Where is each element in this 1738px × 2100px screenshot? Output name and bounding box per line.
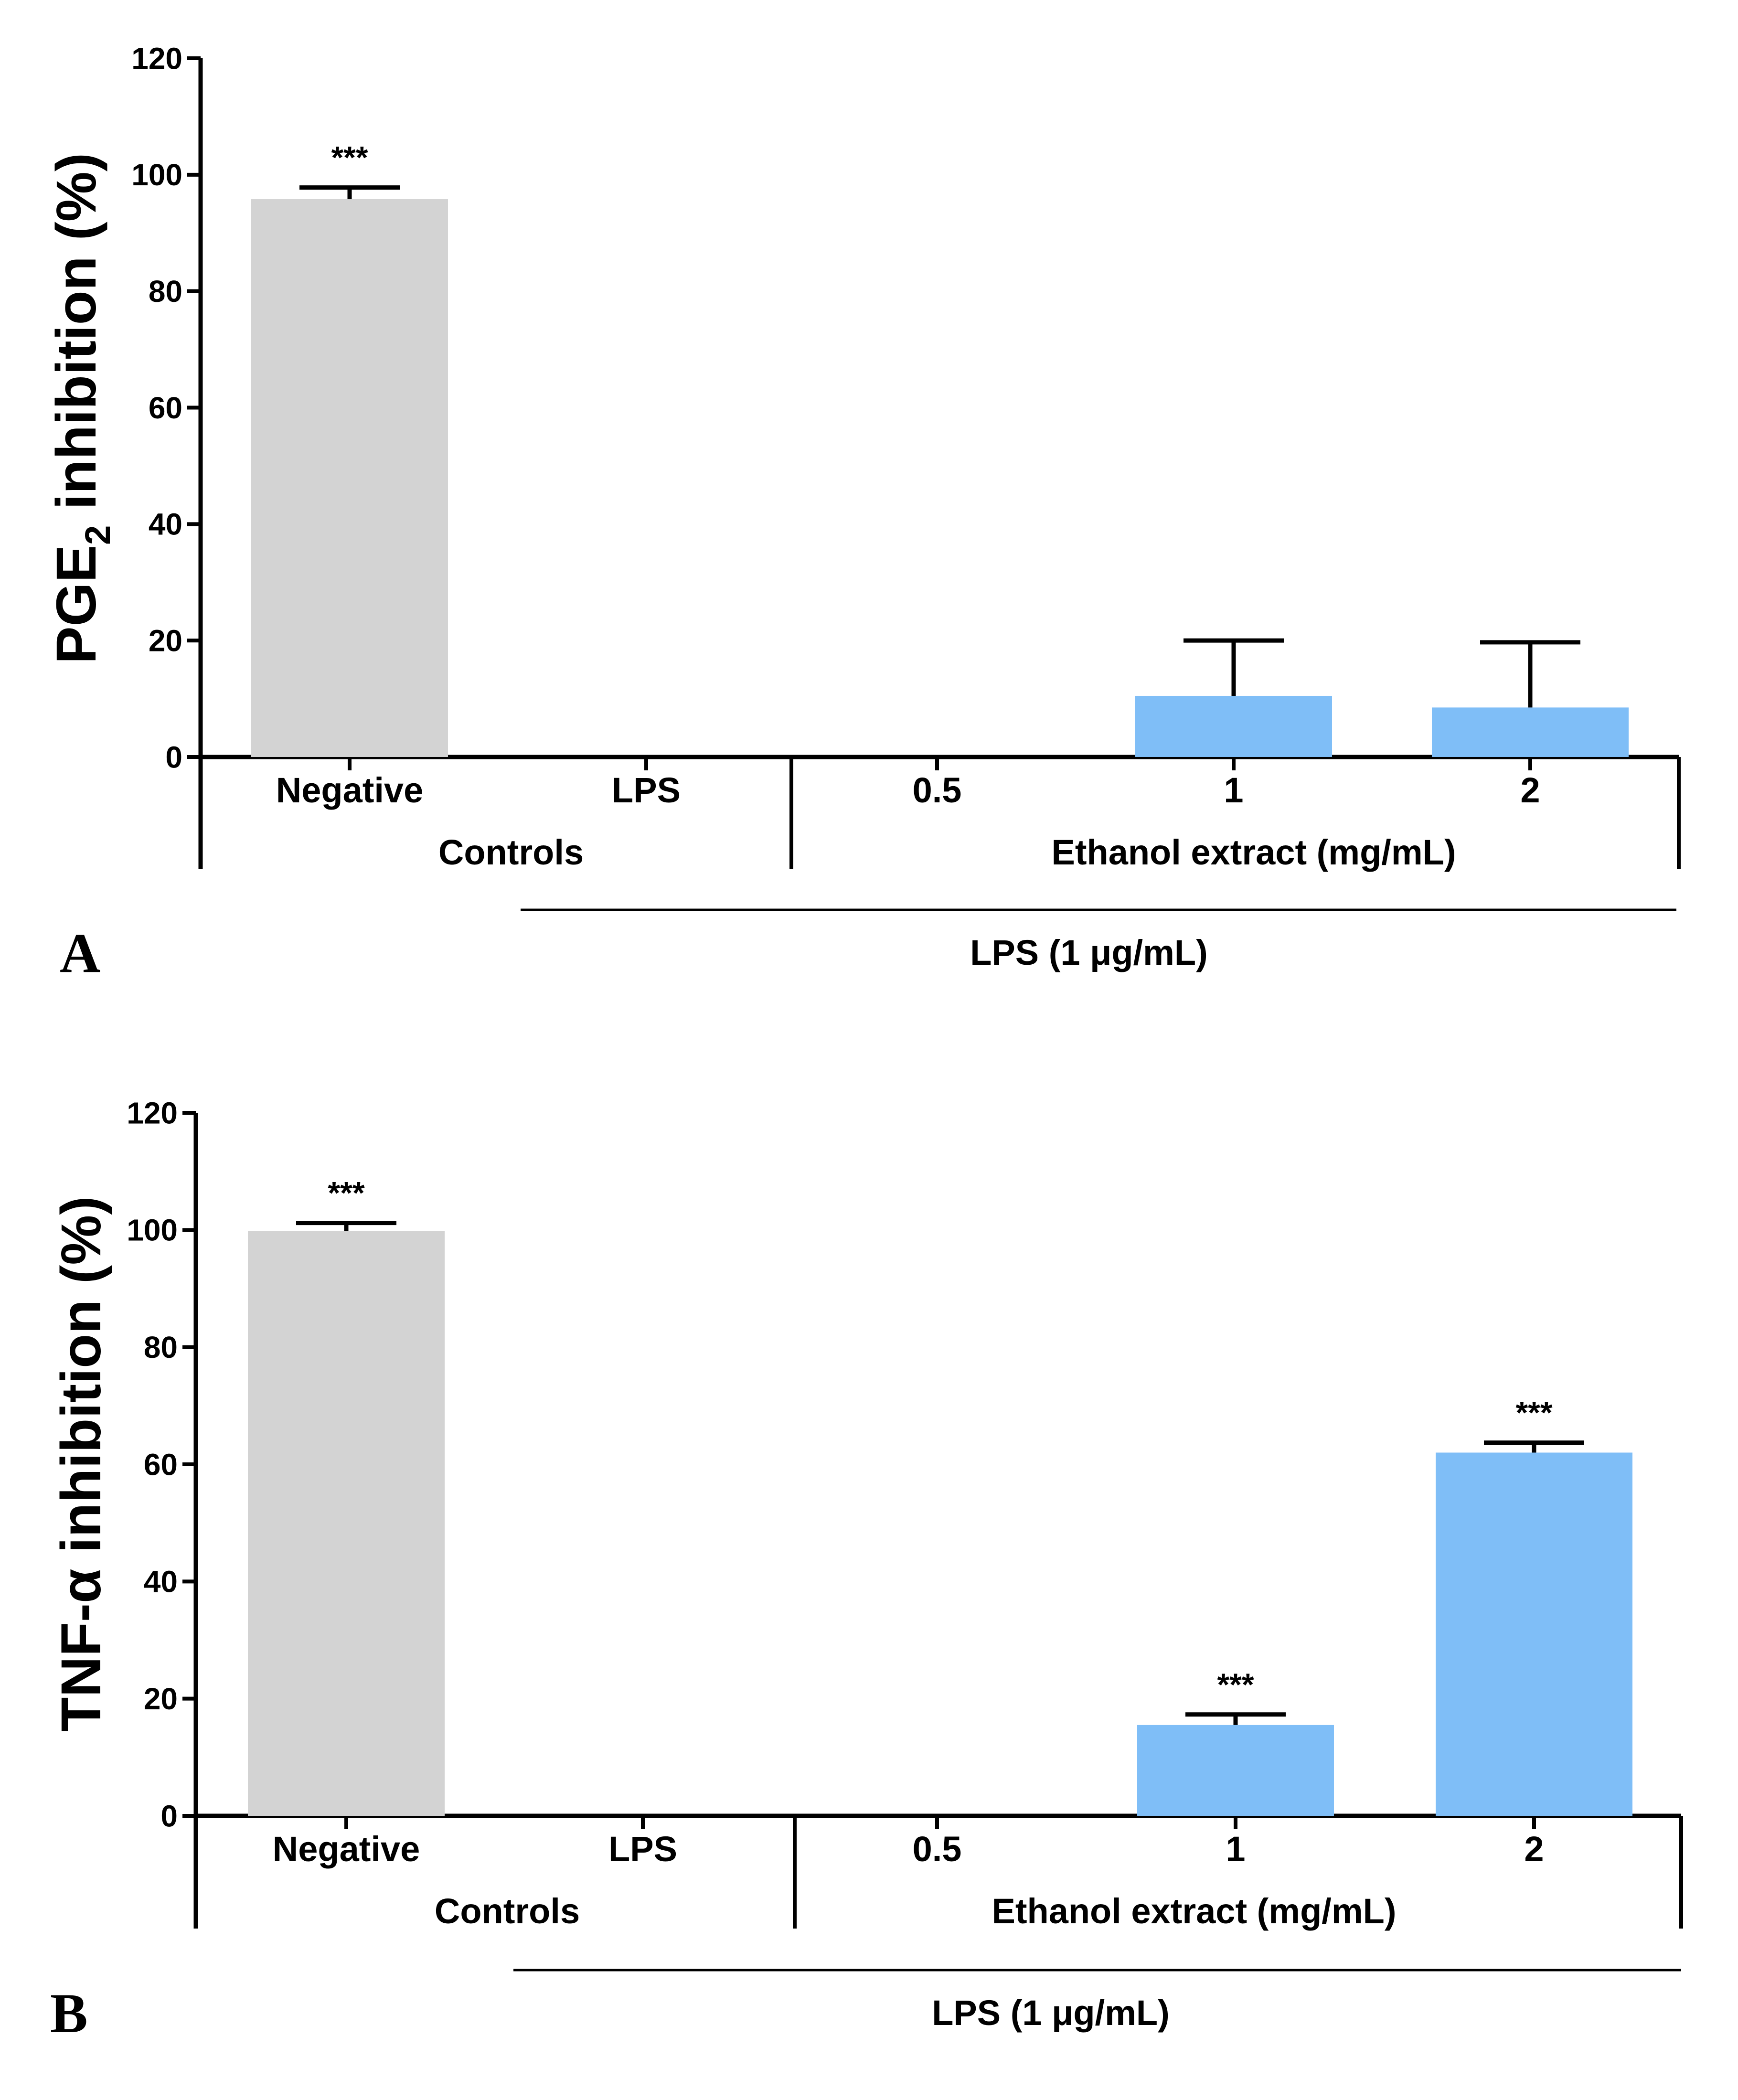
category-label: 0.5 — [913, 1829, 962, 1869]
y-axis-title-rest: inhibition (%) — [45, 153, 108, 525]
treatment-label: LPS (1 μg/mL) — [932, 1993, 1170, 2033]
significance-marker: *** — [331, 140, 368, 175]
category-label: LPS — [608, 1829, 677, 1869]
y-axis-title-main: PGE — [45, 545, 108, 664]
y-tick-label: 60 — [149, 391, 182, 425]
category-label: 1 — [1226, 1829, 1245, 1869]
significance-marker: *** — [1515, 1395, 1552, 1430]
y-axis-title: PGE2 inhibition (%) — [45, 153, 117, 664]
significance-marker: *** — [1217, 1667, 1254, 1702]
category-label: 2 — [1524, 1829, 1544, 1869]
category-label: 0.5 — [913, 770, 962, 810]
bar-negative — [248, 1231, 445, 1816]
category-label: 1 — [1224, 770, 1243, 810]
group-label: Controls — [438, 832, 584, 872]
y-tick-label: 120 — [127, 1096, 178, 1130]
y-tick-label: 40 — [144, 1565, 178, 1599]
category-label: 2 — [1520, 770, 1540, 810]
category-label: LPS — [612, 770, 681, 810]
y-tick-label: 40 — [149, 507, 182, 542]
y-tick-label: 80 — [144, 1330, 178, 1364]
panel-letter: B — [50, 1982, 88, 2045]
y-axis-title-subscript: 2 — [78, 525, 117, 545]
category-label: Negative — [276, 770, 423, 810]
panel-letter: A — [60, 922, 100, 984]
chart-panel-a: 0 20 40 60 80 100 120 *** Negative LPS 0.5 1 2 Contro… — [45, 41, 1681, 984]
y-tick-label: 20 — [149, 624, 182, 658]
y-tick-label: 60 — [144, 1447, 178, 1482]
group-label: Ethanol extract (mg/mL) — [992, 1891, 1397, 1931]
treatment-label: LPS (1 μg/mL) — [970, 933, 1208, 972]
y-tick-label: 120 — [131, 41, 182, 75]
y-axis-title: TNF-α inhibition (%) — [50, 1196, 113, 1731]
y-tick-label: 0 — [165, 740, 182, 774]
y-tick-label: 100 — [131, 158, 182, 192]
group-label: Controls — [435, 1891, 580, 1931]
y-tick-label: 80 — [149, 274, 182, 309]
bar-negative — [251, 199, 448, 757]
significance-marker: *** — [328, 1175, 364, 1211]
group-label: Ethanol extract (mg/mL) — [1052, 832, 1456, 872]
y-tick-label: 0 — [160, 1799, 178, 1833]
y-tick-label: 100 — [127, 1213, 178, 1247]
bar-1 — [1135, 695, 1332, 757]
bar-2 — [1432, 707, 1629, 757]
category-label: Negative — [273, 1829, 420, 1869]
bar-1 — [1137, 1725, 1334, 1816]
chart-panel-b: 0 20 40 60 80 100 120 *** Negative LPS 0.5 *** 1 *** 2… — [50, 1096, 1683, 2045]
y-tick-label: 20 — [144, 1682, 178, 1716]
bar-2 — [1436, 1452, 1632, 1816]
